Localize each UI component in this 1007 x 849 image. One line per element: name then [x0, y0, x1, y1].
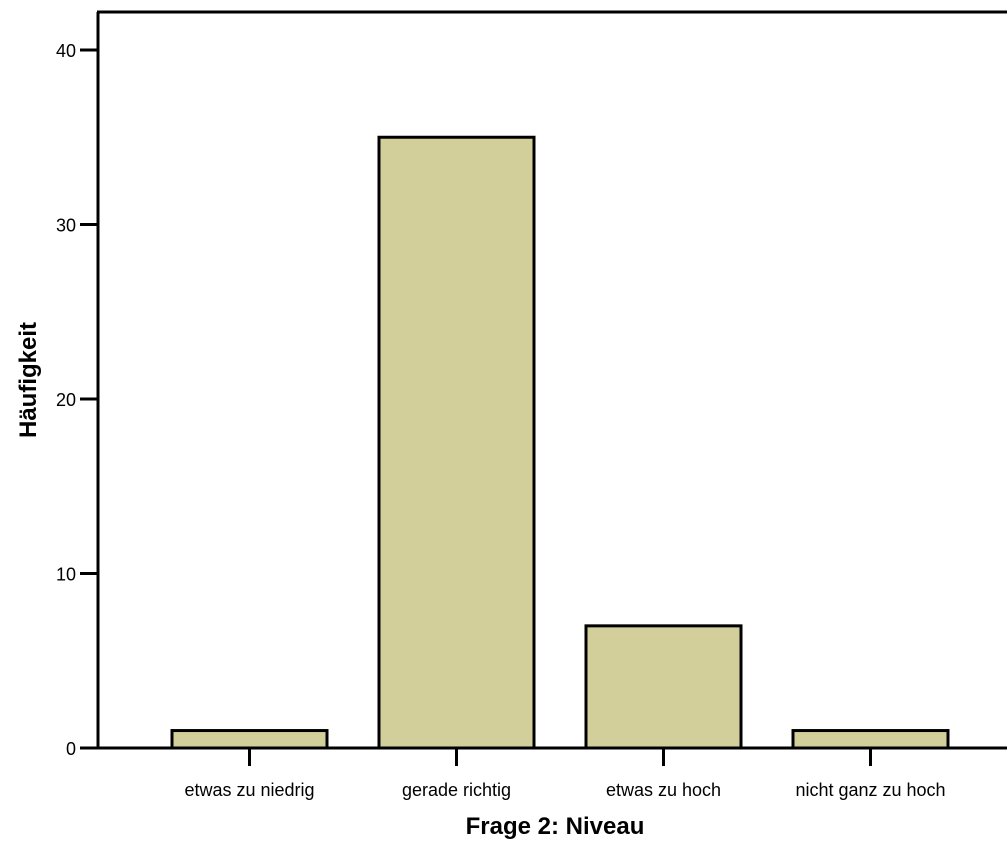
bar	[377, 135, 536, 750]
x-axis-ticks: etwas zu niedrig gerade richtig etwas zu h…	[184, 748, 946, 800]
y-tick-label: 10	[56, 565, 76, 585]
y-tick-label: 0	[66, 739, 76, 759]
bar	[791, 729, 950, 750]
bar	[170, 729, 329, 750]
x-axis-title: Frage 2: Niveau	[466, 813, 645, 840]
y-tick-label: 30	[56, 216, 76, 236]
x-category-label: gerade richtig	[402, 780, 511, 800]
bars-layer	[170, 135, 950, 750]
x-category-label: etwas zu hoch	[606, 780, 721, 800]
y-tick-label: 40	[56, 41, 76, 61]
y-axis-title: Häufigkeit	[15, 322, 42, 438]
bar	[584, 624, 743, 750]
x-category-label: etwas zu niedrig	[184, 780, 314, 800]
x-category-label: nicht ganz zu hoch	[795, 780, 945, 800]
y-axis-ticks: 0 10 20 30 40	[56, 41, 98, 759]
y-tick-label: 20	[56, 390, 76, 410]
